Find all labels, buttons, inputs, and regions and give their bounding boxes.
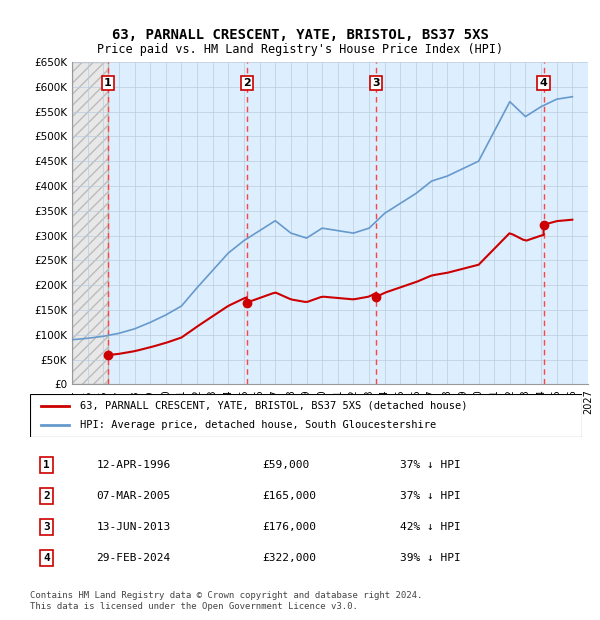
Text: 3: 3 — [373, 78, 380, 88]
FancyBboxPatch shape — [30, 394, 582, 437]
Text: 2: 2 — [43, 491, 50, 501]
Text: 63, PARNALL CRESCENT, YATE, BRISTOL, BS37 5XS: 63, PARNALL CRESCENT, YATE, BRISTOL, BS3… — [112, 28, 488, 42]
Text: 1: 1 — [104, 78, 112, 88]
Text: 37% ↓ HPI: 37% ↓ HPI — [400, 460, 461, 470]
Text: £59,000: £59,000 — [262, 460, 309, 470]
Text: Price paid vs. HM Land Registry's House Price Index (HPI): Price paid vs. HM Land Registry's House … — [97, 43, 503, 56]
Text: 63, PARNALL CRESCENT, YATE, BRISTOL, BS37 5XS (detached house): 63, PARNALL CRESCENT, YATE, BRISTOL, BS3… — [80, 401, 467, 411]
Text: 4: 4 — [43, 553, 50, 563]
Text: Contains HM Land Registry data © Crown copyright and database right 2024.
This d: Contains HM Land Registry data © Crown c… — [30, 591, 422, 611]
Text: £322,000: £322,000 — [262, 553, 316, 563]
Text: 29-FEB-2024: 29-FEB-2024 — [96, 553, 170, 563]
Text: 4: 4 — [539, 78, 548, 88]
Text: 42% ↓ HPI: 42% ↓ HPI — [400, 522, 461, 532]
Text: 07-MAR-2005: 07-MAR-2005 — [96, 491, 170, 501]
Text: 39% ↓ HPI: 39% ↓ HPI — [400, 553, 461, 563]
Bar — [72, 62, 107, 384]
Text: 2: 2 — [243, 78, 251, 88]
Text: 13-JUN-2013: 13-JUN-2013 — [96, 522, 170, 532]
Text: 1: 1 — [43, 460, 50, 470]
Text: £165,000: £165,000 — [262, 491, 316, 501]
Text: 3: 3 — [43, 522, 50, 532]
Text: £176,000: £176,000 — [262, 522, 316, 532]
Text: 37% ↓ HPI: 37% ↓ HPI — [400, 491, 461, 501]
Text: HPI: Average price, detached house, South Gloucestershire: HPI: Average price, detached house, Sout… — [80, 420, 436, 430]
Text: 12-APR-1996: 12-APR-1996 — [96, 460, 170, 470]
